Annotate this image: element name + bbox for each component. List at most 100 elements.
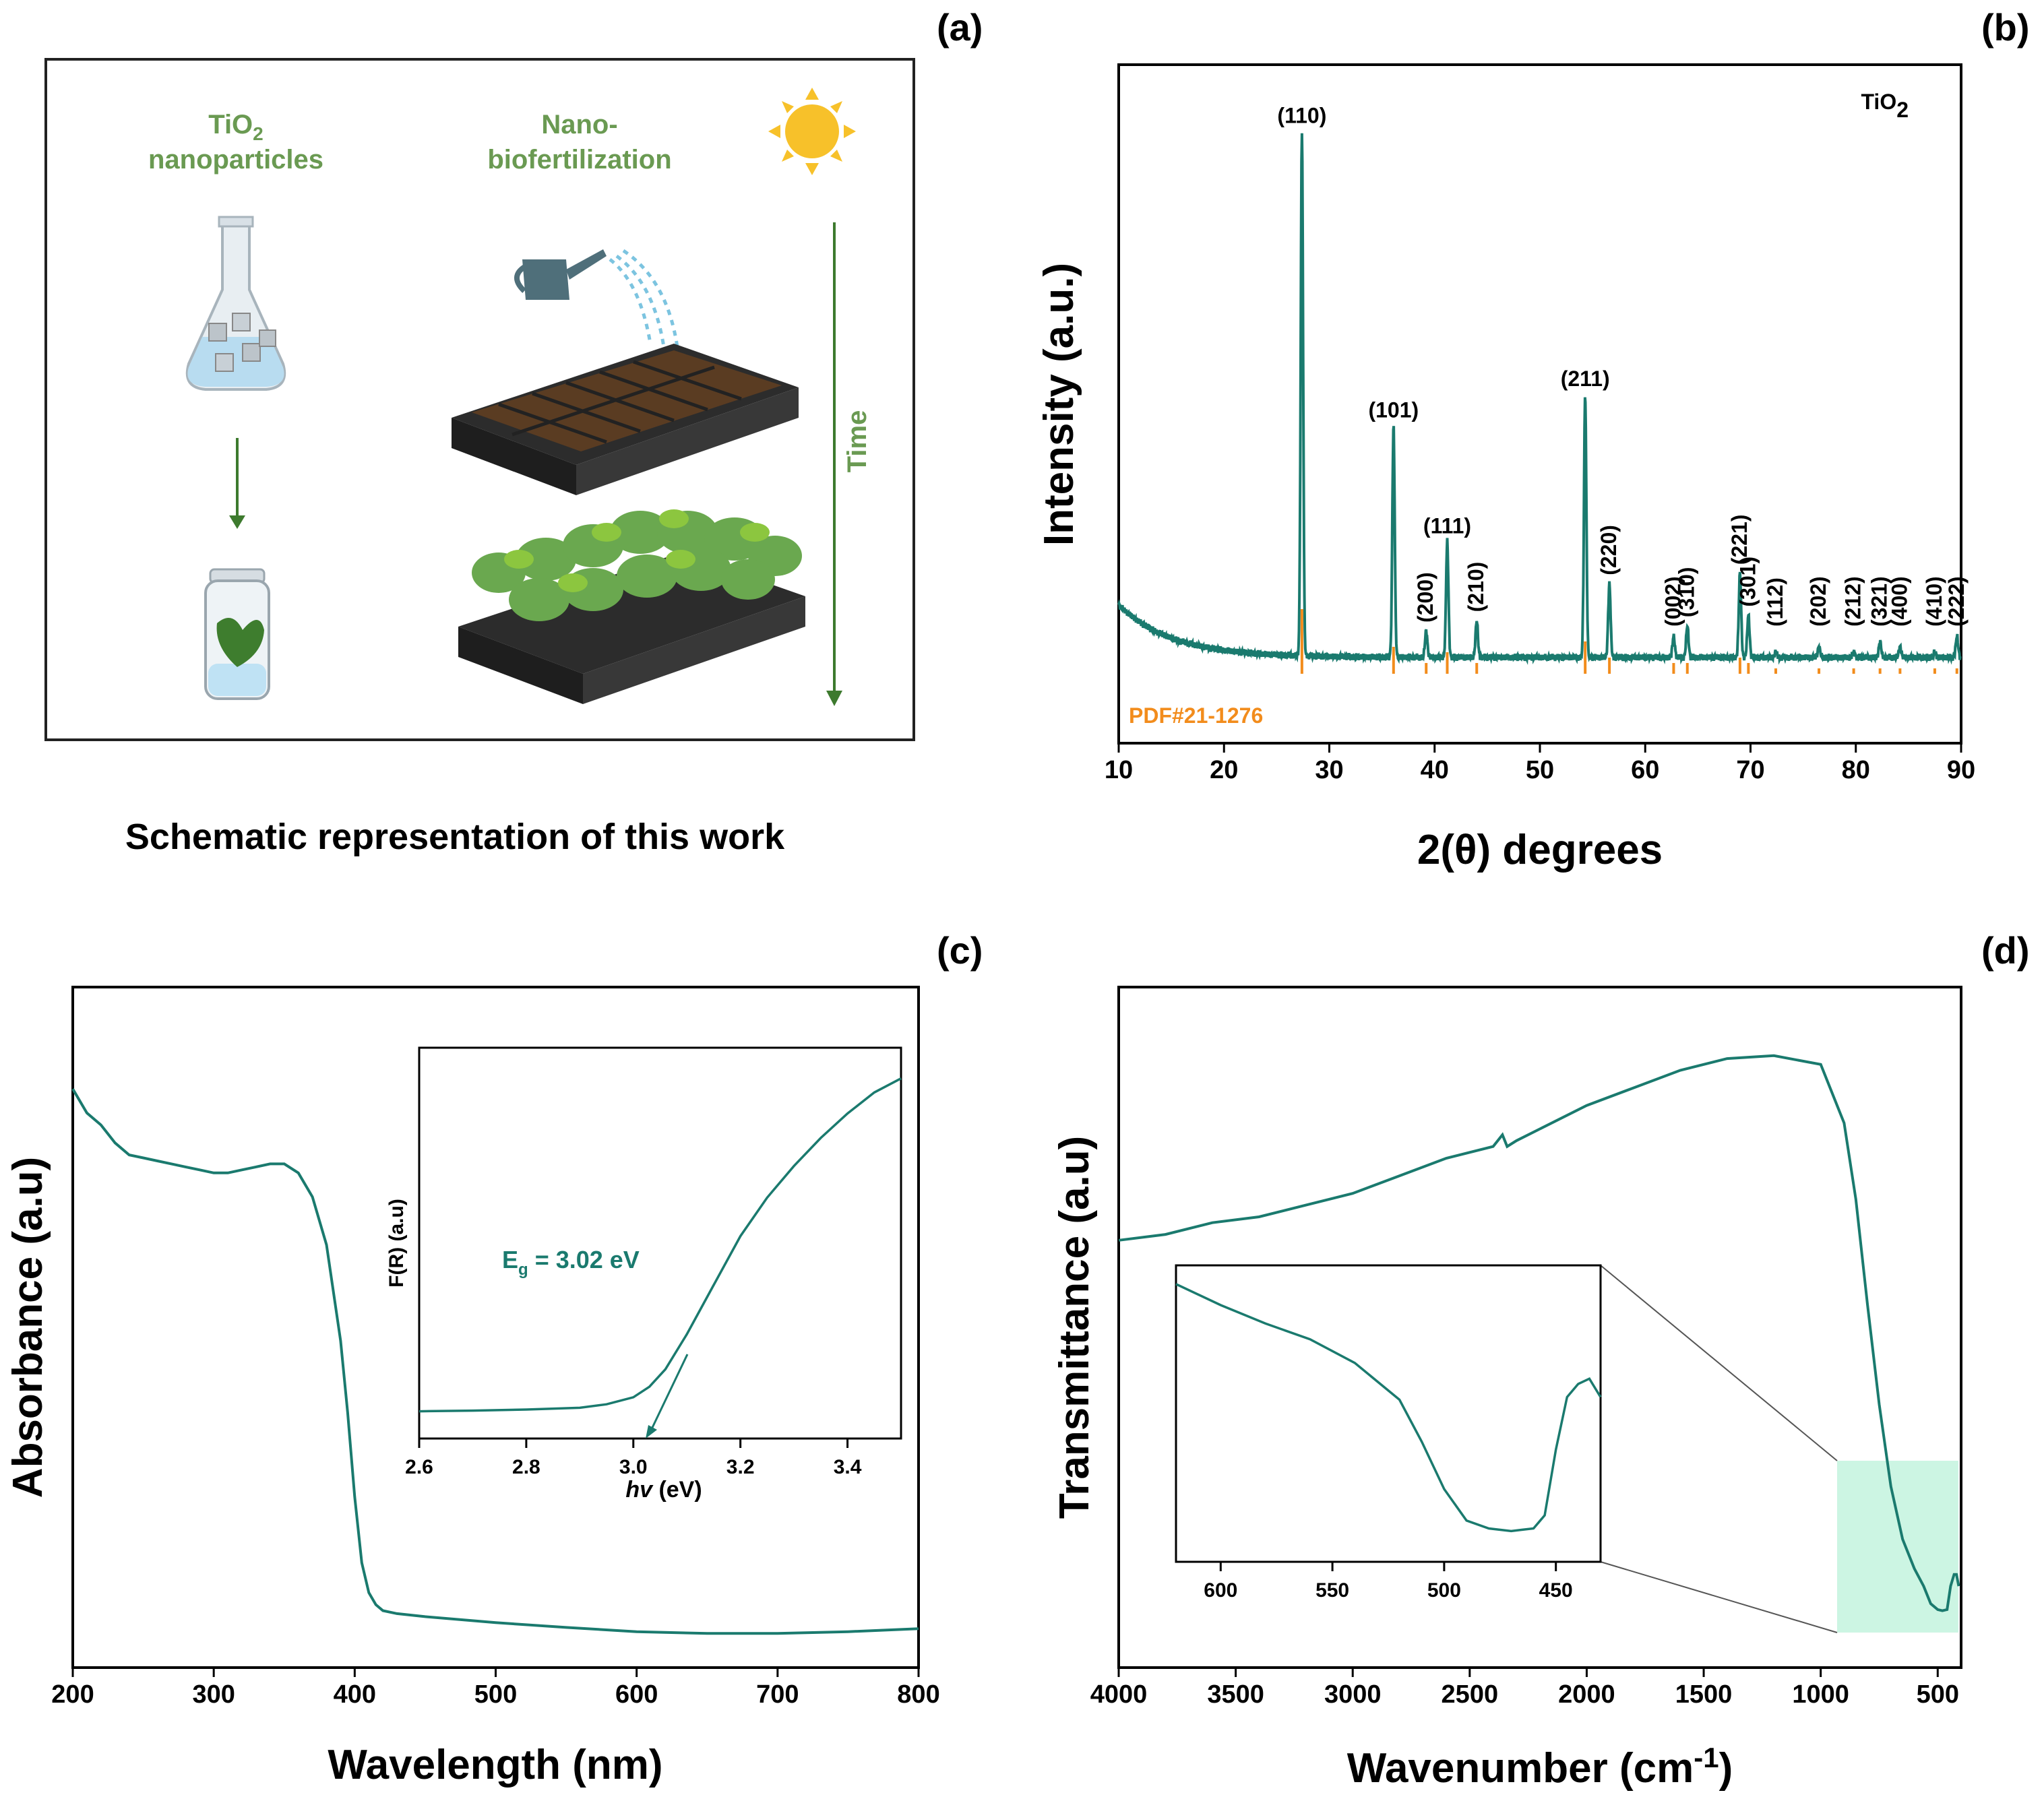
uvvis-x-ticks: 200 300 400 500 600 700 800 — [51, 1668, 940, 1709]
panel-a-label: (a) — [937, 6, 983, 49]
plant-tray-icon — [458, 509, 805, 704]
ftir-zoom-highlight — [1837, 1461, 1958, 1633]
panel-d-ftir-chart: (d) 4000 3500 3000 2500 2000 1500 1000 500 Wave… — [1051, 929, 2030, 1792]
xrd-x-ticks: 10 20 30 40 50 60 70 80 90 — [1105, 743, 1975, 784]
tick-label: 2.8 — [512, 1456, 540, 1478]
peak-label: (112) — [1763, 577, 1787, 627]
ftir-inset: 600 550 500 450 — [1175, 1264, 1602, 1602]
xrd-title: TiO2 — [1861, 90, 1909, 122]
tick-label: 3000 — [1324, 1680, 1382, 1709]
bandgap-arrow-icon — [646, 1354, 689, 1439]
nano-title: Nano- — [541, 110, 617, 139]
tick-label: 600 — [1204, 1579, 1237, 1602]
tauc-plot-line — [419, 1077, 902, 1413]
sun-icon — [768, 88, 856, 175]
peak-label: (410) — [1922, 576, 1946, 627]
ftir-frame — [1117, 986, 1962, 1669]
xrd-peak-labels: (110) (101) (200) (111) (210) (211) (220) (002)… — [1277, 104, 1968, 627]
tick-label: 3.2 — [726, 1456, 755, 1478]
jar-icon — [204, 568, 270, 700]
ftir-inset-line — [1175, 1283, 1602, 1533]
ftir-inset-x-ticks: 600 550 500 450 — [1204, 1562, 1573, 1602]
flask-icon — [185, 216, 286, 391]
tauc-y-axis-label: F(R) (a.u) — [385, 1199, 408, 1288]
tick-label: 2000 — [1558, 1680, 1615, 1709]
tick-label: 2.6 — [405, 1456, 433, 1478]
panel-b-label: (b) — [1981, 6, 2030, 49]
tick-label: 800 — [897, 1680, 939, 1709]
biofertilization-title: biofertilization — [487, 145, 671, 175]
panel-d-label: (d) — [1981, 929, 2030, 972]
peak-label: (202) — [1806, 576, 1830, 627]
tick-label: 400 — [334, 1680, 376, 1709]
tio2-title: TiO2 — [208, 110, 264, 144]
zoom-connector-top — [1600, 1265, 1838, 1461]
tick-label: 1000 — [1792, 1680, 1849, 1709]
xrd-reference-label: PDF#21-1276 — [1129, 703, 1263, 728]
nanoparticles-title: nanoparticles — [148, 145, 323, 175]
peak-label: (212) — [1841, 576, 1865, 627]
watering-can-icon — [514, 249, 679, 348]
peak-label: (400) — [1887, 576, 1911, 627]
uvvis-absorbance-line — [71, 1088, 919, 1635]
xrd-y-axis-label: Intensity (a.u.) — [1036, 263, 1082, 546]
ftir-transmittance-line — [1118, 1054, 1960, 1612]
uvvis-y-axis-label: Absorbance (a.u) — [5, 1157, 51, 1498]
uvvis-tauc-inset: 2.6 2.8 3.0 3.2 3.4 Eg = 3.02 eV hv (eV) F(R… — [385, 1046, 902, 1503]
peak-label: (301) — [1735, 557, 1760, 607]
tick-label: 50 — [1526, 756, 1554, 784]
xrd-reference-bars — [1300, 609, 1958, 674]
time-arrow-icon — [826, 222, 842, 706]
tick-label: 70 — [1736, 756, 1764, 784]
schematic-caption: Schematic representation of this work — [125, 817, 785, 857]
panel-a: (a) TiO2 nanoparticles Nano- biofertiliz… — [44, 6, 983, 857]
tick-label: 90 — [1947, 756, 1975, 784]
time-label: Time — [842, 410, 872, 473]
peak-label: (200) — [1413, 572, 1437, 623]
panel-c-label: (c) — [937, 929, 983, 972]
peak-label: (222) — [1944, 576, 1969, 627]
xrd-pattern-line — [1117, 133, 1962, 665]
tick-label: 3.0 — [619, 1456, 648, 1478]
tauc-x-axis-label: hv (eV) — [625, 1477, 702, 1503]
tick-label: 2500 — [1442, 1680, 1499, 1709]
xrd-frame — [1117, 63, 1962, 745]
ftir-x-axis-label: Wavenumber (cm-1) — [1347, 1742, 1733, 1792]
down-arrow-icon — [229, 438, 245, 529]
peak-label: (110) — [1277, 104, 1326, 128]
tick-label: 3.4 — [834, 1456, 862, 1478]
xrd-x-axis-label: 2(θ) degrees — [1417, 827, 1663, 873]
tick-label: 300 — [192, 1680, 235, 1709]
ftir-y-axis-label: Transmittance (a.u) — [1051, 1136, 1098, 1519]
tick-label: 500 — [1427, 1579, 1461, 1602]
tick-label: 1500 — [1675, 1680, 1733, 1709]
ftir-x-ticks: 4000 3500 3000 2500 2000 1500 1000 500 — [1090, 1668, 1959, 1709]
tick-label: 80 — [1842, 756, 1870, 784]
peak-label: (111) — [1423, 513, 1471, 538]
soil-tray-icon — [452, 344, 799, 495]
zoom-connector-bottom — [1600, 1561, 1838, 1633]
peak-label: (310) — [1675, 567, 1699, 617]
panel-b-xrd-chart: (b) (110)(101)(200)(111)(210)(211)(220)(… — [1036, 6, 2030, 873]
peak-label: (220) — [1597, 525, 1621, 575]
ftir-inset-frame — [1175, 1264, 1602, 1563]
peak-label: (101) — [1368, 398, 1419, 422]
peak-label: (221) — [1727, 514, 1752, 565]
tauc-x-ticks: 2.6 2.8 3.0 3.2 3.4 — [405, 1439, 862, 1478]
uvvis-x-axis-label: Wavelength (nm) — [328, 1742, 662, 1788]
tick-label: 500 — [1917, 1680, 1959, 1709]
tick-label: 3500 — [1207, 1680, 1264, 1709]
inset-frame — [418, 1046, 902, 1440]
peak-label: (002) — [1661, 576, 1685, 627]
peak-label: (321) — [1867, 576, 1892, 627]
bandgap-annotation: Eg = 3.02 eV — [502, 1246, 640, 1279]
tick-label: 600 — [615, 1680, 658, 1709]
tick-label: 4000 — [1090, 1680, 1148, 1709]
tick-label: 200 — [51, 1680, 94, 1709]
tick-label: 500 — [474, 1680, 517, 1709]
tick-label: 20 — [1210, 756, 1238, 784]
tick-label: 550 — [1315, 1579, 1349, 1602]
tick-label: 450 — [1539, 1579, 1573, 1602]
peak-label: (210) — [1464, 562, 1488, 612]
tick-label: 60 — [1631, 756, 1659, 784]
